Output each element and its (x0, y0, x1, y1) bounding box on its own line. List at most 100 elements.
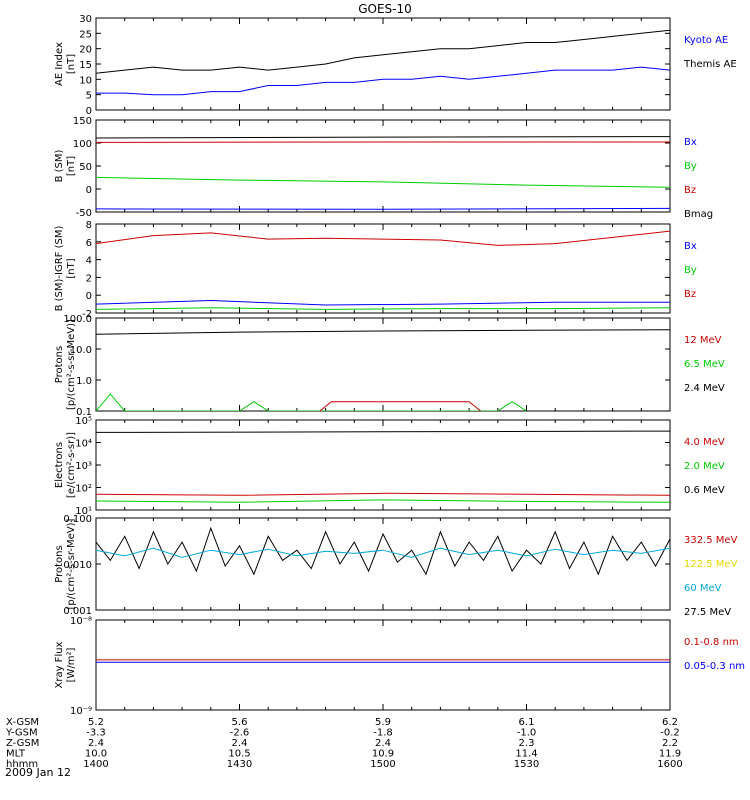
panel-frame (95, 619, 671, 711)
legend-entry: 122.5 MeV (684, 559, 738, 570)
panel-4: 0.1 1.0 10.0 100.0 Protons [p/(cm²-s-sr-MeV)]… (54, 314, 725, 418)
series-line-themis-ae (96, 66, 670, 96)
series-line-bz (96, 230, 670, 246)
series-line-0-6-mev (96, 430, 670, 433)
date-label: 2009 Jan 12 (5, 766, 71, 779)
y-tick-label: 10² (75, 484, 92, 495)
y-tick-label: 15 (79, 60, 92, 71)
legend-entry: 4.0 MeV (684, 437, 725, 448)
orbit-value: 10.0 (85, 749, 107, 760)
orbit-value: 1600 (657, 759, 682, 770)
y-tick-label: 0.010 (63, 560, 92, 571)
orbit-value: -2.6 (230, 728, 250, 739)
y-tick-label: 100.0 (63, 314, 92, 325)
series-line-12-mev (319, 401, 481, 411)
y-tick-label: 10¹ (75, 506, 92, 517)
y-tick-label: 50 (79, 162, 92, 173)
orbit-value: 11.4 (515, 749, 537, 760)
legend-entry: 60 MeV (684, 583, 722, 594)
orbit-row-label: hhmm (6, 759, 38, 770)
legend-entry: Bz (684, 185, 696, 196)
legend-entry: By (684, 265, 697, 276)
y-axis-label: Xray Flux (54, 641, 65, 688)
legend-entry: Bx (684, 241, 697, 252)
y-tick-label: 0.1 (76, 407, 92, 418)
panel-frame (95, 317, 671, 412)
y-tick-label: -2 (82, 309, 92, 320)
panel-6: 0.001 0.010 0.100 Protons [p/(cm²-s-sr-MeV)]… (54, 514, 738, 618)
y-tick-label: 0 (86, 291, 92, 302)
panel-frame (95, 119, 671, 213)
y-tick-label: -50 (76, 208, 92, 219)
y-axis-label: [p/(cm²-s-sr-MeV)] (66, 518, 77, 609)
orbit-value: 1500 (370, 759, 395, 770)
orbit-value: 11.9 (659, 749, 681, 760)
series-line-60-mev (96, 547, 670, 558)
orbit-value: 2.4 (88, 738, 104, 749)
y-axis-label: [e/(cm²-s-sr)] (66, 432, 77, 498)
orbit-value: 2.4 (375, 738, 391, 749)
y-axis-label: [W/m²] (66, 647, 77, 682)
y-tick-label: 25 (79, 29, 92, 40)
orbit-value: 6.2 (662, 717, 678, 728)
panel-1: 0 5 10 15 20 25 30 AE Index [nT] Kyoto AE Themis A… (54, 14, 737, 117)
orbit-value: 5.2 (88, 717, 104, 728)
orbit-value: 6.1 (519, 717, 535, 728)
legend-entry: 6.5 MeV (684, 359, 725, 370)
y-axis-label: B (SM) (54, 149, 65, 182)
y-axis-label: Protons (54, 545, 65, 582)
orbit-value: -3.3 (86, 728, 106, 739)
y-axis-label: AE Index (54, 42, 65, 86)
series-line-6-5-mev (96, 393, 527, 411)
panel-2: -50 0 50 100 150 B (SM) [nT] Bx By Bz Bmag (54, 116, 713, 220)
y-tick-label: 6 (86, 238, 92, 249)
series-line-by (96, 176, 670, 188)
chart-title: GOES-10 (358, 2, 412, 16)
y-tick-label: 0 (86, 185, 92, 196)
y-axis-label: Protons (54, 346, 65, 383)
y-tick-label: 30 (79, 14, 92, 25)
y-tick-label: 10⁻⁹ (70, 706, 92, 717)
series-line-27-5-mev (96, 526, 670, 576)
legend-entry: Kyoto AE (684, 35, 728, 46)
legend-entry: Bz (684, 289, 696, 300)
panel-frame (95, 419, 671, 511)
y-tick-label: 10⁴ (75, 439, 92, 450)
legend-entry: 0.6 MeV (684, 485, 725, 496)
legend-entry: 2.4 MeV (684, 383, 725, 394)
orbit-table: X-GSMY-GSMZ-GSMMLThhmm5.2-3.32.410.01400… (5, 717, 683, 770)
series-line-4-0-mev (96, 492, 670, 496)
y-tick-label: 10³ (75, 461, 92, 472)
legend-entry: 12 MeV (684, 335, 722, 346)
y-tick-label: 0.100 (63, 514, 92, 525)
series-line-bx (96, 299, 670, 306)
legend-entry: Bx (684, 137, 697, 148)
series-line-bmag (96, 136, 670, 139)
orbit-value: -1.8 (373, 728, 393, 739)
series-line-2-0-mev (96, 499, 670, 503)
panel-3: -2 0 2 4 6 8 B (SM)-IGRF (SM) [nT] Bx By Bz (54, 220, 697, 320)
series-line-by (96, 307, 670, 310)
legend-entry: Themis AE (683, 59, 737, 70)
orbit-row-label: MLT (6, 749, 26, 760)
series-line-bx (96, 207, 670, 210)
orbit-value: 1530 (514, 759, 539, 770)
y-tick-label: 0 (86, 106, 92, 117)
orbit-value: 1400 (83, 759, 108, 770)
y-tick-label: 10 (79, 75, 92, 86)
legend-entry: 0.1-0.8 nm (684, 637, 739, 648)
legend-entry: 332.5 MeV (684, 535, 738, 546)
y-tick-label: 10.0 (70, 345, 92, 356)
panel-7: 10⁻⁹ 10⁻⁸ Xray Flux [W/m²] 0.1-0.8 nm 0.05-0.… (54, 616, 745, 717)
y-axis-label: B (SM)-IGRF (SM) (54, 226, 65, 312)
legend-entry: 2.0 MeV (684, 461, 725, 472)
orbit-value: 2.2 (662, 738, 678, 749)
legend-entry: By (684, 161, 697, 172)
orbit-value: 1430 (227, 759, 252, 770)
orbit-value: 2.3 (519, 738, 535, 749)
orbit-value: 10.5 (228, 749, 250, 760)
y-axis-label: [p/(cm²-s-sr-MeV)] (66, 319, 77, 410)
y-axis-label: [nT] (66, 258, 77, 278)
